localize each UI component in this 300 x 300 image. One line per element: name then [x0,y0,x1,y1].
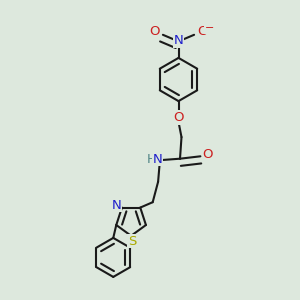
Text: N: N [174,34,183,47]
Text: O: O [173,111,184,124]
Text: S: S [128,235,136,248]
Text: O: O [149,25,160,38]
Text: −: − [205,23,214,33]
Text: O: O [197,25,208,38]
Text: N: N [153,153,162,166]
Text: O: O [203,148,213,161]
Text: N: N [112,199,122,212]
Text: H: H [147,153,157,166]
